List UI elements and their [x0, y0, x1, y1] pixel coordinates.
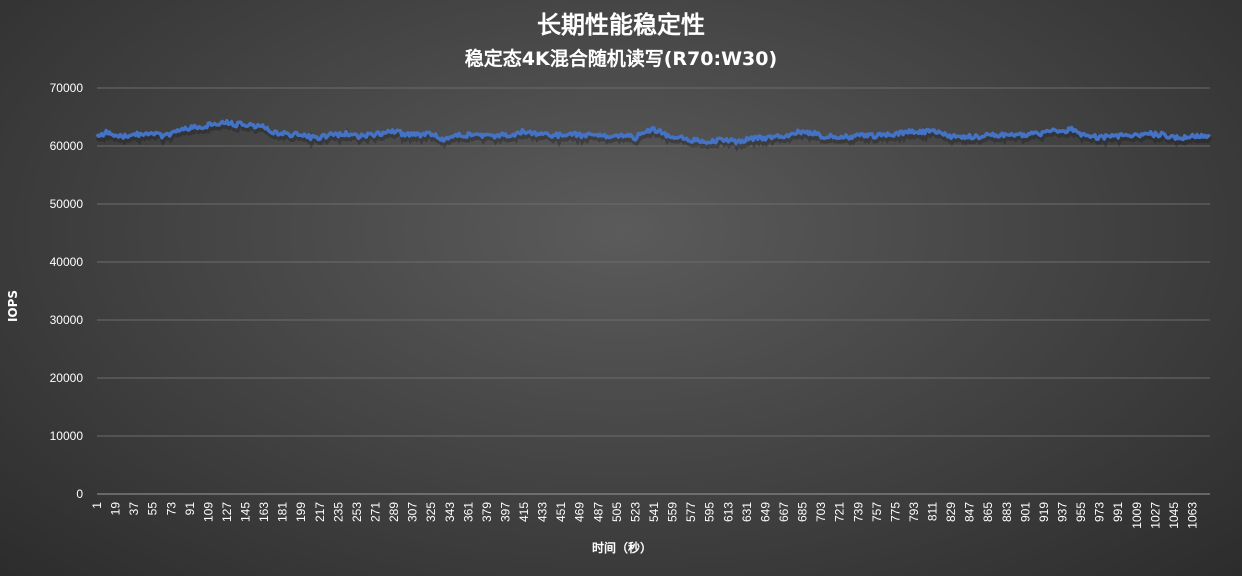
x-tick-label: 73	[164, 502, 178, 516]
x-tick-label: 667	[777, 502, 791, 522]
x-tick-label: 775	[888, 502, 902, 522]
series-group	[95, 117, 1213, 152]
x-tick-label: 325	[424, 502, 438, 522]
x-tick-label: 721	[833, 502, 847, 522]
x-tick-label: 379	[480, 502, 494, 522]
x-tick-label: 685	[796, 502, 810, 522]
x-axis-ticks: 1 19 37 55 73 91 109 127 145 163 181 199 217 235 253 27…	[90, 502, 1199, 529]
x-tick-label: 487	[591, 502, 605, 522]
x-tick-label: 163	[257, 502, 271, 522]
x-tick-label: 1063	[1185, 502, 1199, 529]
x-tick-label: 847	[963, 502, 977, 522]
x-tick-label: 577	[684, 502, 698, 522]
x-tick-label: 901	[1018, 502, 1032, 522]
x-tick-label: 919	[1037, 502, 1051, 522]
x-tick-label: 991	[1111, 502, 1125, 522]
x-tick-label: 289	[387, 502, 401, 522]
x-tick-label: 811	[926, 502, 940, 521]
x-tick-label: 505	[610, 502, 624, 522]
x-tick-label: 541	[647, 502, 661, 522]
x-tick-label: 199	[294, 502, 308, 522]
x-tick-label: 361	[461, 502, 475, 522]
chart-subtitle: 稳定态4K混合随机读写(R70:W30)	[465, 47, 777, 70]
x-tick-label: 559	[666, 502, 680, 522]
x-tick-label: 1	[90, 502, 104, 509]
x-tick-label: 343	[443, 502, 457, 522]
x-tick-label: 865	[981, 502, 995, 522]
x-tick-label: 181	[276, 502, 290, 522]
y-tick-label: 40000	[50, 255, 84, 269]
x-tick-label: 109	[201, 502, 215, 522]
x-tick-label: 55	[146, 502, 160, 516]
y-tick-label: 50000	[50, 197, 84, 211]
chart-title: 长期性能稳定性	[537, 11, 705, 39]
x-tick-label: 235	[331, 502, 345, 522]
y-axis-ticks: 0 10000 20000 30000 40000 50000 60000 70000	[50, 81, 84, 501]
x-tick-label: 469	[573, 502, 587, 522]
x-tick-label: 757	[870, 502, 884, 522]
x-tick-label: 829	[944, 502, 958, 522]
x-tick-label: 595	[703, 502, 717, 522]
x-tick-label: 415	[517, 502, 531, 522]
x-tick-label: 397	[498, 502, 512, 522]
y-tick-label: 10000	[50, 429, 84, 443]
x-tick-label: 1009	[1130, 502, 1144, 529]
y-tick-label: 0	[76, 487, 83, 501]
x-tick-label: 451	[554, 502, 568, 522]
x-tick-label: 19	[109, 502, 123, 516]
x-tick-label: 1045	[1167, 502, 1181, 529]
x-tick-label: 253	[350, 502, 364, 522]
x-tick-label: 91	[183, 502, 197, 516]
y-tick-label: 30000	[50, 313, 84, 327]
y-tick-label: 60000	[50, 139, 84, 153]
x-tick-label: 955	[1074, 502, 1088, 522]
x-tick-label: 649	[758, 502, 772, 522]
x-tick-label: 307	[406, 502, 420, 522]
x-tick-label: 523	[628, 502, 642, 522]
y-tick-label: 70000	[50, 81, 84, 95]
x-tick-label: 1027	[1148, 502, 1162, 529]
x-tick-label: 739	[851, 502, 865, 522]
x-tick-label: 793	[907, 502, 921, 522]
x-tick-label: 703	[814, 502, 828, 522]
gridlines	[97, 87, 1210, 437]
x-tick-label: 433	[536, 502, 550, 522]
y-tick-label: 20000	[50, 371, 84, 385]
x-tick-label: 217	[313, 502, 327, 522]
x-tick-label: 271	[369, 502, 383, 522]
y-axis-label: IOPS	[6, 290, 20, 322]
series-line	[95, 118, 1211, 146]
x-axis-label: 时间（秒）	[592, 540, 652, 555]
x-tick-label: 937	[1055, 502, 1069, 522]
x-tick-label: 973	[1093, 502, 1107, 522]
x-tick-label: 883	[1000, 502, 1014, 522]
x-tick-label: 613	[721, 502, 735, 522]
x-tick-label: 145	[239, 502, 253, 522]
x-tick-label: 631	[740, 502, 754, 522]
x-tick-label: 127	[220, 502, 234, 522]
x-tick-label: 37	[127, 502, 141, 516]
